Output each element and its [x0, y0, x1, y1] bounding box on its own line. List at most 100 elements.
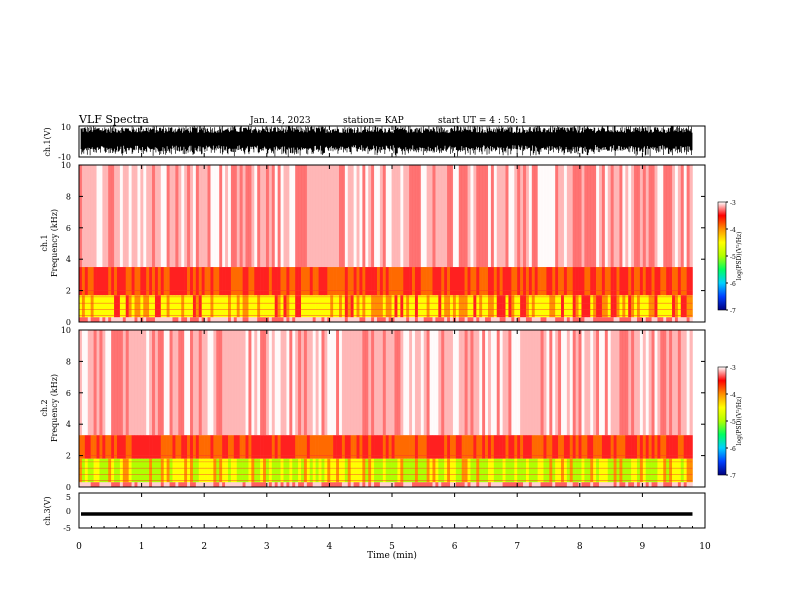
spectrogram-column	[207, 482, 211, 487]
spectrogram-column	[555, 317, 559, 322]
spectrogram-column	[140, 330, 144, 436]
spectrogram-column	[455, 317, 460, 322]
spectrogram-column	[639, 482, 644, 487]
spectrogram-column	[438, 482, 442, 487]
spectrogram-column	[490, 165, 495, 268]
spectrogram-column	[242, 330, 246, 436]
spectrogram-column	[601, 458, 606, 483]
spectrogram-column	[426, 435, 430, 459]
spectrogram-column	[84, 317, 89, 322]
spectrogram-column	[432, 435, 436, 459]
spectrogram-column	[292, 165, 296, 268]
spectrogram-column	[353, 317, 357, 322]
spectrogram-column	[93, 330, 97, 436]
spectrogram-column	[482, 482, 486, 487]
spectrogram-column	[163, 267, 167, 296]
spectrogram-column	[190, 165, 194, 268]
spectrogram-column	[222, 330, 226, 436]
spectrogram-column	[81, 165, 86, 268]
spectrogram-column	[122, 435, 127, 459]
spectrogram-column	[604, 435, 609, 459]
ch1-spectrogram-ylabel-line1: ch.1	[40, 234, 49, 251]
spectrogram-column	[160, 317, 165, 322]
spectrogram-column	[295, 482, 299, 487]
spectrogram-column	[321, 482, 325, 487]
spectrogram-column	[371, 295, 375, 318]
spectrogram-column	[292, 330, 296, 436]
start-time-label: start UT = 4 : 50: 1	[438, 116, 527, 126]
spectrogram-column	[654, 458, 658, 483]
spectrogram-column	[274, 165, 278, 268]
spectrogram-column	[236, 458, 240, 483]
spectrogram-column	[590, 267, 594, 296]
spectrogram-column	[625, 482, 629, 487]
spectrogram-column	[388, 330, 392, 436]
spectrogram-column	[301, 267, 305, 296]
spectrogram-column	[663, 458, 667, 483]
spectrogram-column	[277, 458, 281, 483]
spectrogram-column	[429, 435, 433, 459]
spectrogram-column	[578, 330, 582, 436]
spectrogram-column	[99, 330, 103, 436]
spectrogram-column	[598, 165, 603, 268]
spectrogram-column	[134, 330, 138, 436]
spectrogram-column	[493, 267, 498, 296]
spectrogram-column	[122, 295, 127, 318]
spectrogram-column	[96, 317, 100, 322]
spectrogram-column	[125, 435, 129, 459]
spectrogram-column	[660, 317, 664, 322]
spectrogram-column	[426, 482, 430, 487]
spectrogram-column	[87, 482, 91, 487]
ch1-waveform-line	[80, 126, 693, 157]
spectrogram-column	[187, 435, 191, 459]
ch3-waveform-band	[81, 512, 693, 516]
spectrogram-column	[391, 267, 395, 296]
spectrogram-column	[552, 165, 556, 268]
spectrogram-column	[114, 482, 118, 487]
spectrogram-column	[350, 267, 354, 296]
spectrogram-column	[660, 165, 664, 268]
spectrogram-column	[149, 330, 153, 436]
spectrogram-column	[289, 295, 293, 318]
spectrogram-column	[537, 330, 541, 436]
spectrogram-column	[283, 165, 287, 268]
spectrogram-column	[689, 435, 693, 459]
colorbar-tick-label: -5	[730, 254, 736, 261]
spectrogram-column	[90, 330, 94, 436]
spectrogram-column	[172, 330, 176, 436]
spectrogram-column	[154, 317, 159, 322]
spectrogram-column	[686, 330, 690, 436]
spectrogram-column	[280, 165, 284, 268]
spectrogram-column	[222, 295, 226, 318]
spectrogram-column	[587, 165, 591, 268]
spectrogram-column	[350, 295, 354, 318]
spectrogram-column	[499, 435, 503, 459]
spectrogram-column	[555, 295, 559, 318]
spectrogram-column	[534, 295, 538, 318]
spectrogram-column	[628, 458, 632, 483]
spectrogram-column	[239, 330, 243, 436]
spectrogram-column	[669, 165, 673, 268]
spectrogram-column	[330, 330, 334, 436]
spectrogram-column	[96, 165, 100, 268]
spectrogram-column	[581, 482, 585, 487]
spectrogram-column	[379, 317, 384, 322]
spectrogram-column	[257, 482, 261, 487]
spectrogram-column	[689, 317, 693, 322]
spectrogram-column	[169, 458, 173, 483]
spectrogram-column	[286, 435, 290, 459]
spectrogram-column	[251, 317, 255, 322]
spectrogram-column	[674, 482, 679, 487]
spectrogram-column	[467, 458, 471, 483]
spectrogram-column	[187, 295, 191, 318]
spectrogram-column	[534, 330, 538, 436]
spectrogram-column	[79, 435, 83, 459]
spectrogram-column	[596, 330, 600, 436]
spectrogram-column	[581, 317, 585, 322]
spectrogram-column	[499, 295, 503, 318]
spectrogram-column	[114, 317, 118, 322]
spectrogram-column	[79, 330, 83, 436]
spectrogram-column	[391, 330, 395, 436]
spectrogram-column	[672, 267, 676, 296]
spectrogram-column	[365, 295, 369, 318]
